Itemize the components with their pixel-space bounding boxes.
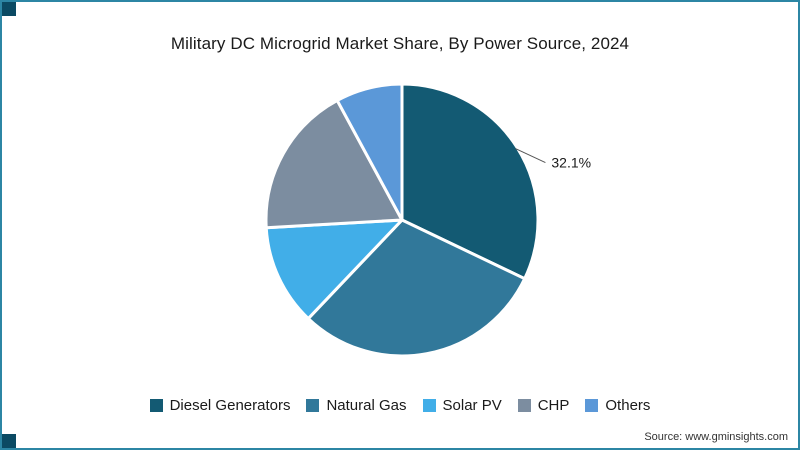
pie-slice-diesel-generators (400, 82, 540, 281)
legend-item-others: Others (585, 397, 650, 414)
pie-slice-others (335, 82, 404, 222)
source-attribution: Source: www.gminsights.com (644, 431, 788, 443)
chart-title: Military DC Microgrid Market Share, By P… (170, 34, 630, 53)
pie-slice-solar-pv (264, 218, 404, 321)
corner-decoration-bottom-left (2, 434, 16, 448)
pie-slice-natural-gas (306, 218, 527, 358)
legend-item-natural-gas: Natural Gas (306, 397, 407, 414)
pie-slice-chp (264, 98, 404, 230)
label-leader-line (515, 148, 546, 164)
legend-swatch (149, 399, 163, 412)
legend-item-diesel-generators: Diesel Generators (149, 397, 291, 414)
legend-label: Diesel Generators (169, 397, 291, 414)
legend-label: Solar PV (442, 397, 502, 414)
legend-label: Natural Gas (326, 397, 407, 414)
legend: Diesel Generators Natural Gas Solar PV CHP O… (2, 397, 798, 414)
legend-item-solar-pv: Solar PV (422, 397, 502, 414)
legend-swatch (585, 399, 599, 412)
legend-swatch (306, 399, 320, 412)
legend-label: Others (605, 397, 651, 414)
legend-item-chp: CHP (517, 397, 570, 414)
legend-swatch (517, 399, 531, 412)
legend-label: CHP (537, 397, 570, 414)
corner-decoration-top-left (2, 2, 16, 16)
legend-swatch (422, 399, 436, 412)
pie-data-label: 32.1% (551, 155, 591, 171)
